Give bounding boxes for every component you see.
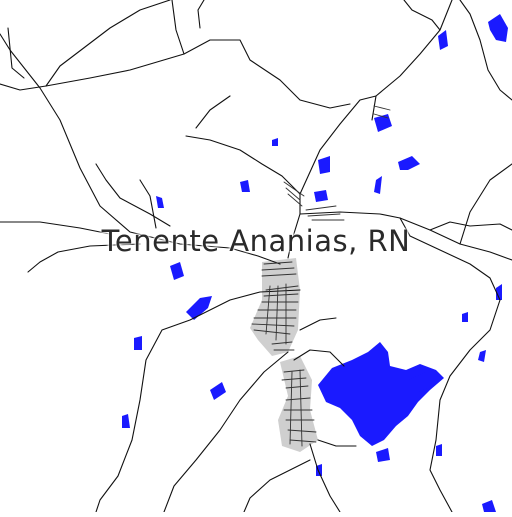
pond-n-3	[318, 156, 330, 174]
pond-ne-2	[438, 30, 448, 50]
pond-w-3	[186, 296, 212, 320]
pond-se-1	[376, 448, 390, 462]
pond-e-1	[496, 284, 502, 300]
town-streets	[251, 105, 391, 447]
pond-se-2	[436, 444, 442, 456]
pond-n-4	[374, 176, 382, 194]
pond-n-1	[374, 114, 392, 132]
reservoir-east-arm	[408, 372, 432, 392]
pond-w-2	[170, 262, 184, 280]
pond-ne-1	[488, 14, 508, 42]
urban-area	[250, 258, 318, 452]
pond-w-1	[156, 196, 164, 208]
urban-area-south	[278, 356, 318, 452]
pond-e-2	[462, 312, 468, 322]
place-name-label: Tenente Ananias, RN	[101, 224, 411, 258]
pond-n-2	[398, 156, 420, 170]
water-bodies	[122, 14, 508, 512]
urban-area-north	[250, 258, 300, 356]
pond-s-2	[482, 500, 496, 512]
pond-n-7	[272, 138, 278, 146]
reservoir-large	[318, 342, 444, 446]
pond-n-5	[314, 190, 328, 202]
pond-n-6	[240, 180, 250, 192]
pond-w-4	[134, 336, 142, 350]
pond-w-6	[122, 414, 130, 428]
pond-w-5	[210, 382, 226, 400]
pond-e-3	[478, 350, 486, 362]
